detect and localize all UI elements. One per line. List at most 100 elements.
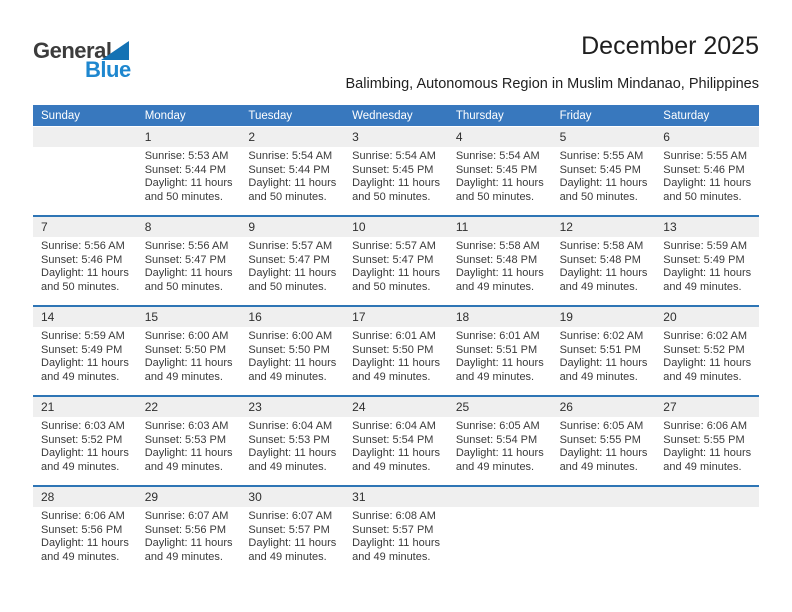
weekday-header-friday: Friday	[559, 109, 592, 122]
sunrise-time: Sunrise: 6:06 AM	[663, 420, 748, 432]
sunrise-time: Sunrise: 6:00 AM	[248, 330, 333, 342]
sunrise-time: Sunrise: 6:00 AM	[144, 330, 229, 342]
day-cell-details: Sunrise: 5:55 AM Sunset: 5:46 PM Daylight:…	[655, 147, 759, 215]
logo-triangle-icon	[101, 41, 129, 60]
daylight-duration: Daylight: 11 hours and 50 minutes.	[455, 177, 544, 203]
daylight-duration: Daylight: 11 hours and 49 minutes.	[559, 447, 648, 473]
sunset-time: Sunset: 5:45 PM	[455, 163, 538, 176]
weekday-header-wednesday: Wednesday	[352, 109, 413, 122]
sunrise-time: Sunrise: 5:59 AM	[41, 330, 125, 342]
day-cell-details: Sunrise: 6:07 AM Sunset: 5:56 PM Daylight:…	[137, 507, 241, 575]
sunset-time: Sunset: 5:54 PM	[352, 433, 434, 446]
sunrise-time: Sunrise: 5:54 AM	[455, 150, 540, 162]
day-cell-details: Sunrise: 6:00 AM Sunset: 5:50 PM Daylight:…	[240, 327, 344, 395]
sunset-time: Sunset: 5:44 PM	[248, 163, 330, 176]
day-cell-details: Sunrise: 5:58 AM Sunset: 5:48 PM Daylight:…	[552, 237, 656, 305]
daylight-duration: Daylight: 11 hours and 49 minutes.	[41, 357, 129, 383]
day-cell-details: Sunrise: 5:59 AM Sunset: 5:49 PM Daylight:…	[655, 237, 759, 305]
sunrise-time: Sunrise: 6:07 AM	[248, 510, 333, 522]
weekday-header-saturday: Saturday	[663, 109, 710, 122]
day-cell-details: Sunrise: 5:57 AM Sunset: 5:47 PM Daylight:…	[240, 237, 344, 305]
sunset-time: Sunset: 5:55 PM	[559, 433, 641, 446]
empty-day-cell	[33, 147, 137, 215]
calendar-week-row: 14 15 16 17 18 19 20 Sunrise: 5:59 AM Sunset: 5:…	[33, 305, 759, 395]
date-number-band: 28 29 30 31	[33, 487, 759, 507]
daylight-duration: Daylight: 11 hours and 49 minutes.	[455, 447, 544, 473]
weekday-header-tuesday: Tuesday	[248, 109, 293, 122]
sunset-time: Sunset: 5:51 PM	[559, 343, 641, 356]
day-cell-details: Sunrise: 6:05 AM Sunset: 5:55 PM Daylight:…	[552, 417, 656, 485]
daylight-duration: Daylight: 11 hours and 49 minutes.	[352, 357, 440, 383]
date-number: 25	[455, 400, 470, 414]
sunset-time: Sunset: 5:50 PM	[352, 343, 434, 356]
date-number: 29	[144, 490, 159, 504]
day-details-row: Sunrise: 6:06 AM Sunset: 5:56 PM Daylight:…	[33, 507, 759, 575]
sunrise-time: Sunrise: 6:01 AM	[352, 330, 436, 342]
day-cell-details: Sunrise: 6:06 AM Sunset: 5:56 PM Daylight:…	[33, 507, 137, 575]
sunset-time: Sunset: 5:57 PM	[352, 523, 434, 536]
sunrise-time: Sunrise: 6:06 AM	[41, 510, 125, 522]
day-cell-details: Sunrise: 6:03 AM Sunset: 5:52 PM Daylight:…	[33, 417, 137, 485]
date-number: 12	[559, 220, 573, 234]
date-number: 20	[663, 310, 677, 324]
daylight-duration: Daylight: 11 hours and 49 minutes.	[559, 357, 648, 383]
date-number: 2	[248, 130, 256, 144]
day-cell-details: Sunrise: 6:01 AM Sunset: 5:50 PM Daylight:…	[344, 327, 448, 395]
daylight-duration: Daylight: 11 hours and 49 minutes.	[248, 357, 337, 383]
sunset-time: Sunset: 5:46 PM	[663, 163, 745, 176]
date-number: 5	[559, 130, 567, 144]
day-cell-details: Sunrise: 6:02 AM Sunset: 5:51 PM Daylight:…	[552, 327, 656, 395]
date-number-band: 21 22 23 24 25 26 27	[33, 397, 759, 417]
sunset-time: Sunset: 5:55 PM	[663, 433, 745, 446]
calendar-week-row: 28 29 30 31 Sunrise: 6:06 AM Sunset: 5:56 PM D…	[33, 485, 759, 575]
sunrise-time: Sunrise: 5:54 AM	[248, 150, 333, 162]
sunrise-time: Sunrise: 5:55 AM	[663, 150, 748, 162]
day-details-row: Sunrise: 6:03 AM Sunset: 5:52 PM Daylight:…	[33, 417, 759, 485]
daylight-duration: Daylight: 11 hours and 49 minutes.	[41, 447, 129, 473]
day-cell-details: Sunrise: 6:02 AM Sunset: 5:52 PM Daylight:…	[655, 327, 759, 395]
day-cell-details: Sunrise: 5:59 AM Sunset: 5:49 PM Daylight:…	[33, 327, 137, 395]
date-number: 13	[663, 220, 677, 234]
sunrise-time: Sunrise: 5:56 AM	[41, 240, 125, 252]
daylight-duration: Daylight: 11 hours and 49 minutes.	[455, 267, 544, 293]
date-number: 24	[352, 400, 366, 414]
sunset-time: Sunset: 5:47 PM	[248, 253, 330, 266]
daylight-duration: Daylight: 11 hours and 49 minutes.	[144, 447, 233, 473]
sunrise-time: Sunrise: 6:07 AM	[144, 510, 229, 522]
sunrise-time: Sunrise: 5:56 AM	[144, 240, 229, 252]
sunset-time: Sunset: 5:45 PM	[559, 163, 641, 176]
day-cell-details: Sunrise: 6:08 AM Sunset: 5:57 PM Daylight:…	[344, 507, 448, 575]
sunrise-time: Sunrise: 5:53 AM	[144, 150, 229, 162]
date-number: 15	[144, 310, 159, 324]
date-number: 6	[663, 130, 670, 144]
calendar-table: Sunday Monday Tuesday Wednesday Thursday Frid…	[33, 105, 759, 575]
sunset-time: Sunset: 5:56 PM	[144, 523, 227, 536]
logo-text-general: General	[33, 38, 112, 63]
calendar-week-row: 21 22 23 24 25 26 27 Sunrise: 6:03 AM Sunset: 5:…	[33, 395, 759, 485]
sunrise-time: Sunrise: 6:02 AM	[663, 330, 748, 342]
day-cell-details: Sunrise: 5:57 AM Sunset: 5:47 PM Daylight:…	[344, 237, 448, 305]
date-number: 21	[41, 400, 55, 414]
date-number: 4	[455, 130, 463, 144]
sunset-time: Sunset: 5:48 PM	[455, 253, 538, 266]
empty-day-cell	[655, 507, 759, 575]
date-number: 3	[352, 130, 359, 144]
empty-day-cell	[448, 507, 552, 575]
sunset-time: Sunset: 5:47 PM	[144, 253, 227, 266]
sunrise-time: Sunrise: 6:04 AM	[248, 420, 333, 432]
sunset-time: Sunset: 5:49 PM	[41, 343, 123, 356]
daylight-duration: Daylight: 11 hours and 50 minutes.	[248, 177, 337, 203]
daylight-duration: Daylight: 11 hours and 50 minutes.	[352, 177, 440, 203]
sunrise-time: Sunrise: 6:03 AM	[144, 420, 229, 432]
date-number: 27	[663, 400, 677, 414]
sunset-time: Sunset: 5:53 PM	[144, 433, 227, 446]
daylight-duration: Daylight: 11 hours and 50 minutes.	[248, 267, 337, 293]
day-details-row: Sunrise: 5:59 AM Sunset: 5:49 PM Daylight:…	[33, 327, 759, 395]
date-number: 11	[455, 220, 469, 234]
daylight-duration: Daylight: 11 hours and 49 minutes.	[455, 357, 544, 383]
day-cell-details: Sunrise: 6:05 AM Sunset: 5:54 PM Daylight:…	[448, 417, 552, 485]
sunset-time: Sunset: 5:57 PM	[248, 523, 330, 536]
sunrise-time: Sunrise: 6:04 AM	[352, 420, 436, 432]
sunrise-time: Sunrise: 6:08 AM	[352, 510, 436, 522]
daylight-duration: Daylight: 11 hours and 50 minutes.	[144, 177, 233, 203]
